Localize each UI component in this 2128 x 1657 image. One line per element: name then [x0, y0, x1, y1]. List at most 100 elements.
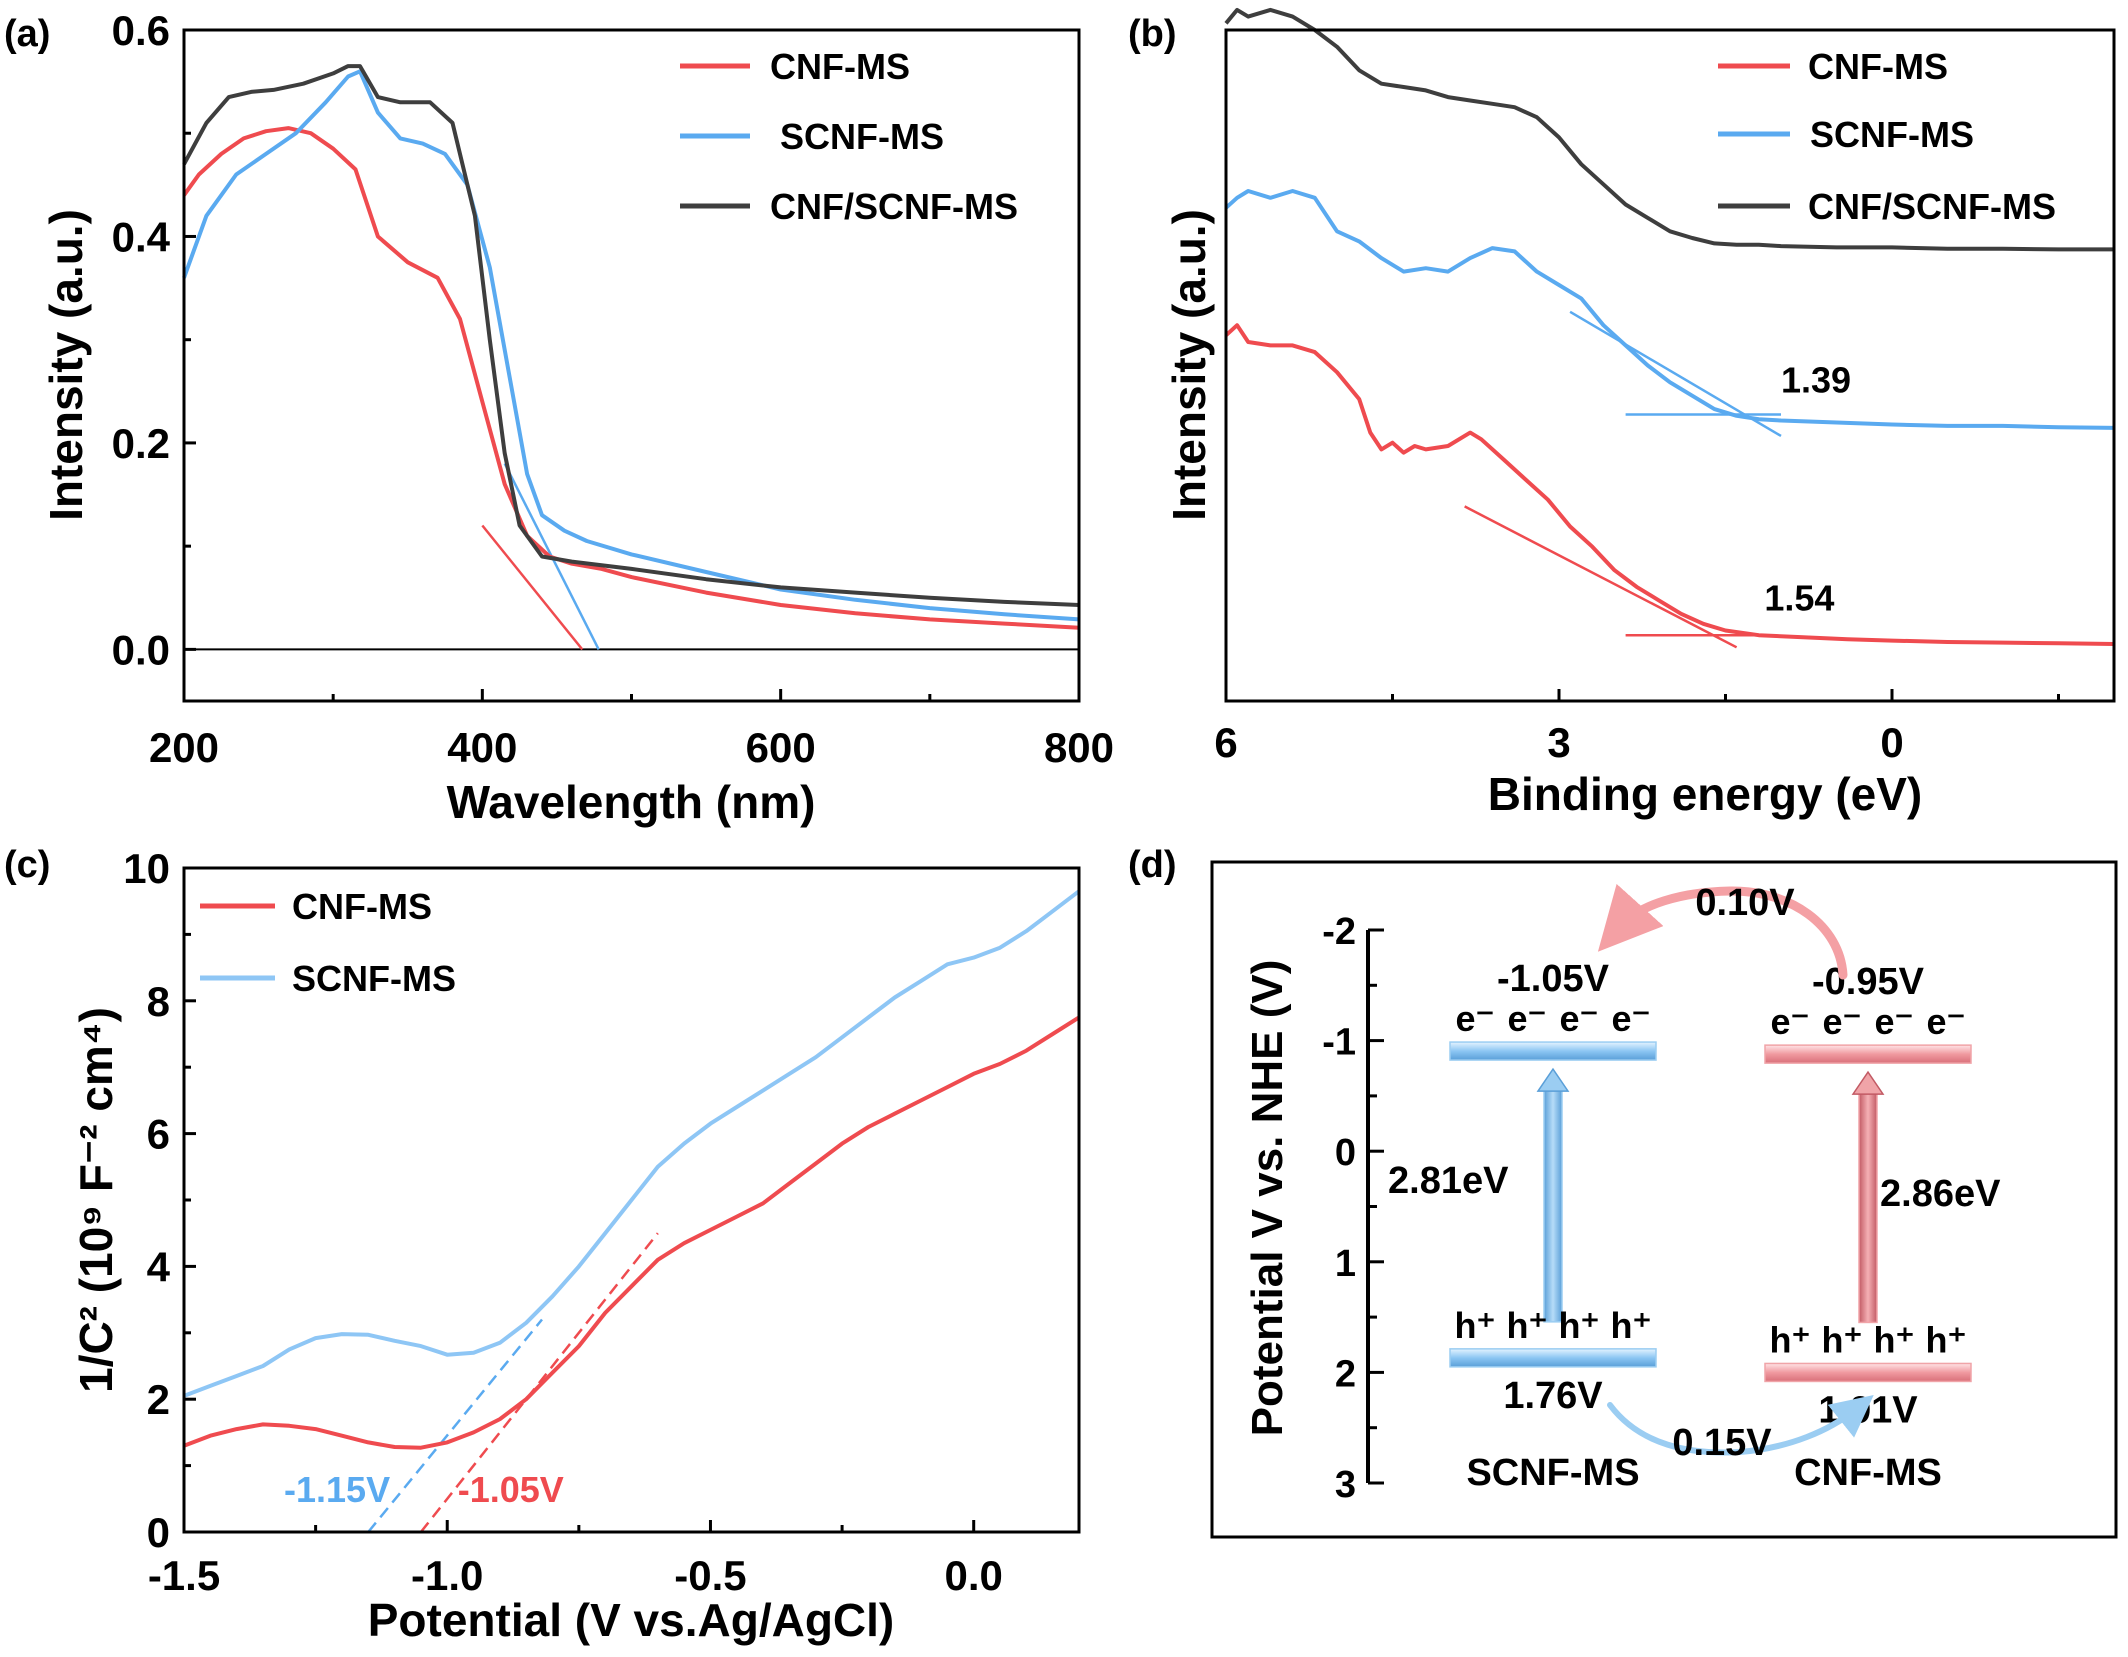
series-line-CNF/SCNF-MS	[182, 64, 1080, 607]
x-tick-label: -0.5	[674, 1552, 746, 1599]
series-line-CNF/SCNF-MS	[1224, 7, 2114, 252]
edge-value-label: 1.39	[1781, 359, 1851, 400]
y-tick-label: -1	[1322, 1022, 1356, 1064]
panel-b-plot: 1.39 1.54	[1224, 7, 2115, 649]
legend-label: SCNF-MS	[292, 958, 456, 999]
electron-label: e⁻	[1874, 1001, 1913, 1042]
y-tick-label: 0.6	[112, 7, 170, 54]
panel-b-xlabel: Binding energy (eV)	[1488, 768, 1922, 820]
panel-c-legend: CNF-MS SCNF-MS	[200, 886, 456, 999]
x-tick-label: 200	[149, 724, 219, 771]
series-line-CNF-MS	[1224, 323, 2115, 646]
panel-c-plot: -1.15V -1.05V	[183, 889, 1081, 1533]
tangent-line-0	[1464, 505, 1738, 649]
vb-potential-label: 1.76V	[1503, 1375, 1603, 1417]
y-tick-label: 6	[147, 1111, 170, 1158]
panel-d-label: (d)	[1128, 844, 1177, 886]
panel-d-frame	[1210, 860, 2118, 1539]
hole-label: h⁺	[1455, 1305, 1496, 1346]
y-tick-label: 3	[1335, 1464, 1356, 1506]
cb-potential-label: -1.05V	[1497, 958, 1610, 1000]
electron-label: e⁻	[1455, 998, 1494, 1039]
hole-label: h⁺	[1611, 1305, 1652, 1346]
electron-label: e⁻	[1507, 998, 1546, 1039]
legend-label: CNF/SCNF-MS	[1808, 186, 2056, 227]
edge-value-label: 1.54	[1764, 577, 1834, 618]
y-tick-label: -2	[1322, 911, 1356, 953]
y-tick-label: 0	[147, 1509, 170, 1556]
series-line-CNF-MS	[183, 1015, 1081, 1450]
electron-label: e⁻	[1559, 998, 1598, 1039]
conduction-band-bar	[1764, 1044, 1972, 1064]
material-name-label: SCNF-MS	[1466, 1452, 1639, 1494]
y-tick-label: 4	[147, 1243, 171, 1290]
tangent-line-0	[481, 524, 584, 651]
y-tick-label: 0.2	[112, 420, 170, 467]
electron-label: e⁻	[1926, 1001, 1965, 1042]
series-line-SCNF-MS	[1224, 189, 2115, 430]
legend-label: CNF-MS	[292, 886, 432, 927]
panel-a-axes: 200 400 600 800 0.0 0.2 0.4 0.6	[112, 7, 1114, 771]
panel-c-label: (c)	[4, 844, 50, 886]
excitation-arrow-head	[1851, 1070, 1885, 1095]
panel-a-label: (a)	[4, 13, 50, 55]
panel-c-xlabel: Potential (V vs.Ag/AgCl)	[368, 1594, 894, 1646]
conduction-band-bar	[1449, 1041, 1657, 1061]
panel-c-axes: -1.5 -1.0 -0.5 0.0 0 2 4 6 8 10	[123, 845, 1003, 1599]
excitation-arrow-shaft	[1858, 1091, 1878, 1324]
x-tick-label: -1.0	[411, 1552, 483, 1599]
excitation-arrow-shaft	[1543, 1088, 1563, 1323]
panel-a-ylabel: Intensity (a.u.)	[40, 209, 92, 521]
series-line-SCNF-MS	[182, 69, 1080, 622]
x-tick-label: 800	[1044, 724, 1114, 771]
legend-label: SCNF-MS	[1810, 114, 1974, 155]
x-tick-label: 0.0	[945, 1552, 1003, 1599]
panel-c: (c) -1.15V -1.05V -1.5 -1.0 -0.5 0.00246810 …	[4, 844, 1081, 1646]
x-tick-label: 3	[1547, 719, 1570, 766]
panel-b-ylabel: Intensity (a.u.)	[1163, 209, 1215, 521]
hole-label: h⁺	[1874, 1319, 1915, 1360]
y-tick-label: 0.4	[112, 213, 171, 260]
panel-a: (a) 200 400 600 800 0.0 0.2 0.4 0.6 Wavelength …	[4, 7, 1114, 828]
cb-transfer-arrow	[1597, 883, 1848, 980]
panel-c-ylabel: 1/C² (10⁹ F⁻² cm⁴)	[70, 1007, 122, 1393]
y-tick-label: 1	[1335, 1243, 1356, 1285]
legend-label: CNF-MS	[770, 46, 910, 87]
band-gap-label: 2.81eV	[1388, 1160, 1509, 1202]
x-tick-label: 6	[1214, 719, 1237, 766]
series-line-SCNF-MS	[183, 889, 1081, 1398]
x-tick-label: 600	[746, 724, 816, 771]
material-name-label: CNF-MS	[1794, 1452, 1942, 1494]
x-tick-label: 0	[1880, 719, 1903, 766]
legend-label: SCNF-MS	[780, 116, 944, 157]
extrapolation-line-0	[367, 1318, 543, 1533]
y-tick-label: 2	[147, 1376, 170, 1423]
cb-potential-label: -0.95V	[1812, 961, 1925, 1003]
panel-b-label: (b)	[1128, 13, 1177, 55]
hole-label: h⁺	[1770, 1319, 1811, 1360]
panel-b-legend: CNF-MS SCNF-MS CNF/SCNF-MS	[1718, 46, 2056, 227]
flatband-value-label: -1.05V	[458, 1469, 564, 1510]
panel-b-frame	[1224, 28, 2116, 703]
band-gap-label: 2.86eV	[1880, 1173, 2001, 1215]
cb-transfer-label: 0.10V	[1695, 882, 1795, 924]
excitation-arrow-head	[1536, 1067, 1570, 1092]
x-tick-label: -1.5	[148, 1552, 220, 1599]
y-tick-label: 2	[1335, 1353, 1356, 1395]
electron-label: e⁻	[1822, 1001, 1861, 1042]
legend-label: CNF-MS	[1808, 46, 1948, 87]
y-tick-label: 0	[1335, 1132, 1356, 1174]
panel-a-plot	[182, 64, 1080, 651]
panel-b-axes: 6 3 0	[1214, 689, 2060, 766]
hole-label: h⁺	[1507, 1305, 1548, 1346]
panel-b: (b) 1.39 1.54 6 3 0 Binding energy (eV) Int…	[1128, 7, 2116, 820]
hole-label: h⁺	[1559, 1305, 1600, 1346]
extrapolation-line-1	[419, 1232, 659, 1533]
flatband-value-label: -1.15V	[284, 1469, 390, 1510]
panel-a-xlabel: Wavelength (nm)	[447, 776, 816, 828]
vb-transfer-label: 0.15V	[1672, 1422, 1772, 1464]
series-line-CNF-MS	[182, 126, 1080, 630]
vb-transfer-arrow	[1607, 1395, 1874, 1456]
